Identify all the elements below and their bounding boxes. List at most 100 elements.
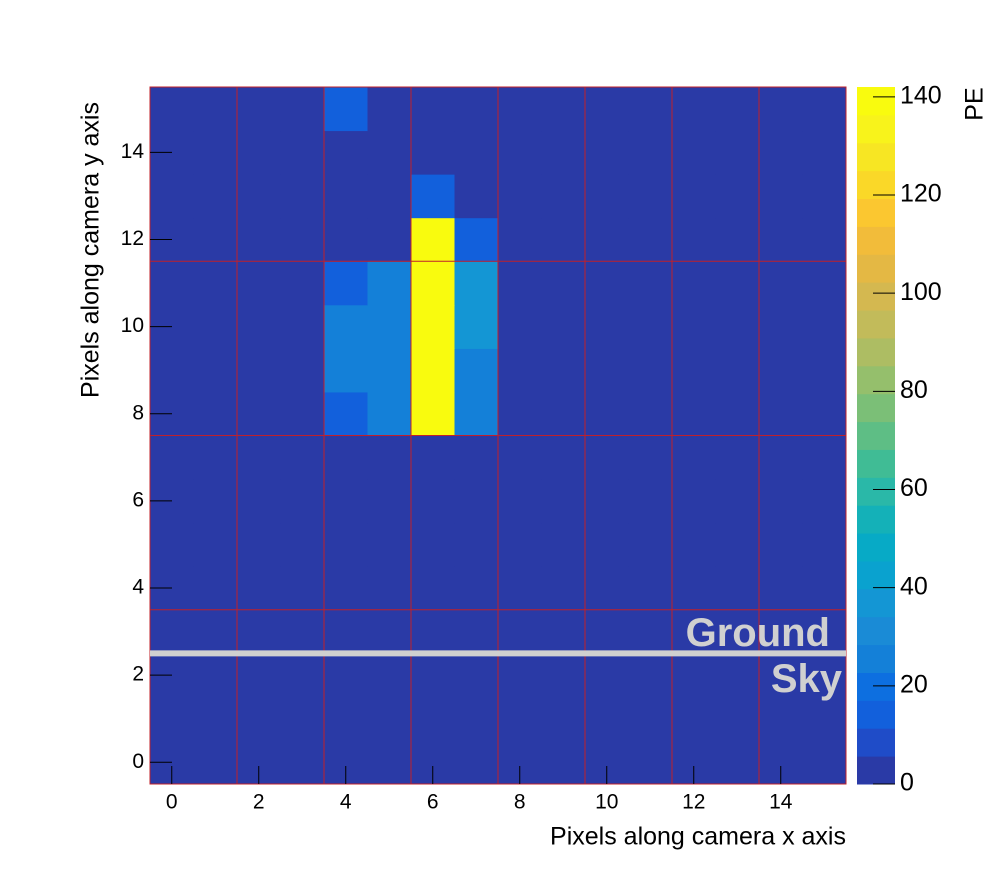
heatmap-cell — [454, 522, 499, 567]
heatmap-cell — [802, 87, 847, 132]
heatmap-cell — [280, 479, 325, 524]
heatmap-cell — [367, 740, 412, 785]
heatmap-cell — [715, 261, 760, 306]
x-tick-label: 4 — [340, 791, 352, 814]
heatmap-cell — [628, 348, 673, 393]
heatmap-cell — [411, 653, 455, 698]
heatmap-cell — [367, 130, 412, 175]
heatmap-cell — [672, 522, 716, 567]
heatmap-cell — [541, 522, 586, 567]
heatmap-cell — [802, 696, 847, 741]
heatmap-cell — [498, 130, 542, 175]
heatmap-cell — [541, 87, 586, 132]
heatmap-cell — [324, 653, 368, 698]
heatmap-cell — [193, 174, 238, 219]
x-tick-label: 2 — [253, 791, 265, 814]
heatmap-cell — [454, 348, 499, 393]
heatmap-cell — [628, 130, 673, 175]
colorbar-tick-label: 40 — [900, 572, 928, 600]
heatmap-cell — [715, 130, 760, 175]
heatmap-cell — [280, 696, 325, 741]
heatmap-cell — [237, 217, 281, 262]
heatmap-cell — [324, 174, 368, 219]
heatmap-cell — [498, 435, 542, 480]
heatmap-cell — [498, 522, 542, 567]
heatmap-cell — [672, 174, 716, 219]
heatmap-cell — [585, 217, 629, 262]
colorbar-swatch — [857, 449, 895, 478]
heatmap-cell — [324, 391, 368, 436]
heatmap-cell — [628, 217, 673, 262]
heatmap-cell — [454, 87, 499, 132]
heatmap-cell — [715, 696, 760, 741]
colorbar-swatch — [857, 616, 895, 646]
heatmap-cell — [454, 566, 499, 611]
colorbar-swatch — [857, 365, 895, 395]
heatmap-cell — [454, 130, 499, 175]
heatmap-cell — [759, 261, 803, 306]
heatmap-cell — [237, 435, 281, 480]
x-axis-title: Pixels along camera x axis — [550, 823, 846, 851]
x-tick-label: 8 — [514, 791, 526, 814]
heatmap-cell — [237, 87, 281, 132]
colorbar-swatch — [857, 756, 895, 785]
heatmap-cell — [237, 696, 281, 741]
heatmap-cell — [628, 391, 673, 436]
heatmap-cell — [237, 261, 281, 306]
heatmap-cell — [324, 522, 368, 567]
heatmap-cell — [150, 348, 194, 393]
heatmap-cell — [324, 566, 368, 611]
frame — [149, 86, 847, 785]
heatmap-cell — [628, 261, 673, 306]
heatmap-cell — [411, 479, 455, 524]
heatmap-cell — [237, 566, 281, 611]
heatmap-cell — [324, 696, 368, 741]
heatmap-cell — [367, 87, 412, 132]
heatmap-cell — [715, 609, 760, 654]
heatmap-cell — [411, 174, 455, 219]
y-tick-label: 12 — [121, 227, 144, 250]
heatmap-cell — [802, 522, 847, 567]
colorbar-swatch — [857, 728, 895, 757]
heatmap-cell — [541, 348, 586, 393]
heatmap-cell — [498, 391, 542, 436]
heatmap-cell — [411, 87, 455, 132]
heatmap-cell — [541, 217, 586, 262]
heatmap-cell — [715, 435, 760, 480]
x-tick-label: 6 — [427, 791, 439, 814]
heatmap-cell — [280, 653, 325, 698]
heatmap-cell — [454, 609, 499, 654]
heatmap-cell — [541, 435, 586, 480]
heatmap-cell — [585, 479, 629, 524]
heatmap-cell — [411, 696, 455, 741]
heatmap-cell — [193, 435, 238, 480]
heatmap-cell — [150, 522, 194, 567]
heatmap-cell — [454, 261, 499, 306]
heatmap-cell — [411, 261, 455, 306]
heatmap-cell — [628, 609, 673, 654]
heatmap-cell — [802, 740, 847, 785]
colorbar-swatch — [857, 672, 895, 701]
colorbar-swatch — [857, 310, 895, 339]
heatmap-cell — [367, 217, 412, 262]
heatmap-cell — [585, 130, 629, 175]
heatmap-cell — [759, 348, 803, 393]
heatmap-cell — [280, 522, 325, 567]
heatmap-cell — [585, 304, 629, 349]
heatmap-cell — [193, 696, 238, 741]
heatmap-cell — [193, 609, 238, 654]
colorbar-swatch — [857, 87, 895, 116]
heatmap-cell — [585, 261, 629, 306]
heatmap-cell — [759, 566, 803, 611]
colorbar-swatch — [857, 226, 895, 255]
heatmap-cell — [280, 435, 325, 480]
heatmap-cell — [498, 566, 542, 611]
heatmap-cell — [628, 435, 673, 480]
heatmap-cell — [628, 522, 673, 567]
heatmap-cell — [411, 304, 455, 349]
heatmap-cell — [585, 522, 629, 567]
heatmap-cell — [454, 174, 499, 219]
heatmap-cell — [237, 653, 281, 698]
heatmap-cell — [672, 566, 716, 611]
